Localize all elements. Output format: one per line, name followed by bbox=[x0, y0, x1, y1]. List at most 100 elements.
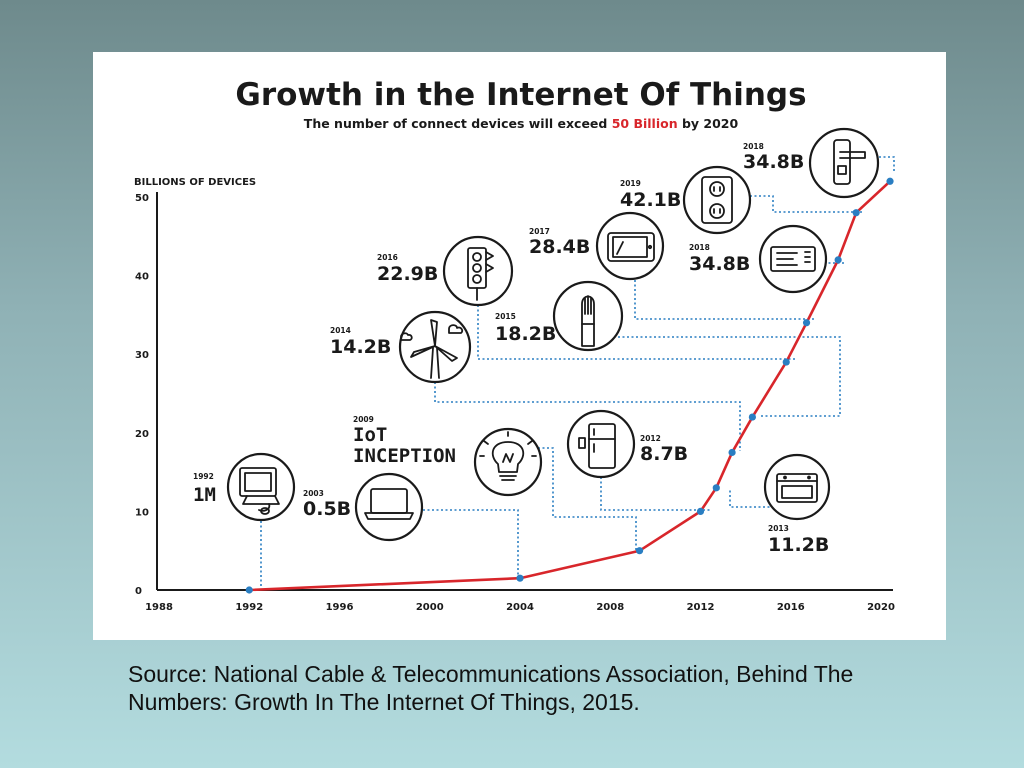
leader-doorhandle bbox=[879, 156, 895, 173]
x-tick-label: 2004 bbox=[506, 602, 534, 613]
x-tick-label: 1996 bbox=[326, 602, 354, 613]
series-group bbox=[245, 177, 894, 594]
x-tick-label: 1988 bbox=[145, 602, 173, 613]
leader-refrigerator bbox=[600, 477, 712, 511]
annotation-2018-door: 2018 34.8B bbox=[743, 127, 880, 199]
tablet-icon bbox=[595, 211, 665, 281]
chart-subtitle: The number of connect devices will excee… bbox=[304, 116, 739, 131]
annotation-value: 0.5B bbox=[303, 498, 351, 520]
annotation-year: 2017 bbox=[529, 227, 550, 236]
annotation-2016: 2016 22.9B bbox=[377, 235, 514, 307]
x-ticks: 1988 1992 1996 2000 2004 2008 2012 2016 2020 bbox=[145, 602, 895, 613]
chart-title: Growth in the Internet Of Things bbox=[235, 77, 806, 113]
annotation-value: IoT bbox=[353, 424, 387, 446]
y-tick-label: 20 bbox=[135, 429, 149, 440]
annotation-year: 2012 bbox=[640, 434, 661, 443]
annotation-2015: 2015 18.2B bbox=[495, 280, 624, 352]
annotation-year: 2014 bbox=[330, 326, 351, 335]
refrigerator-icon-drawing bbox=[578, 423, 616, 469]
computer-icon-drawing bbox=[239, 467, 280, 515]
annotation-value: 1M bbox=[193, 484, 216, 506]
annotation-value: 34.8B bbox=[689, 253, 750, 275]
data-point bbox=[712, 484, 720, 492]
data-point bbox=[782, 358, 790, 366]
leader-lightbulb bbox=[538, 447, 637, 550]
annotation-2014: 2014 14.2B bbox=[330, 310, 472, 384]
annotation-2019: 2019 42.1B bbox=[620, 165, 752, 235]
lightbulb-icon bbox=[473, 427, 543, 497]
y-tick-label: 40 bbox=[135, 272, 149, 283]
annotation-year: 2018 bbox=[689, 243, 710, 252]
data-point bbox=[696, 507, 705, 515]
traffic-light-icon-drawing bbox=[467, 247, 494, 301]
x-tick-label: 2008 bbox=[596, 602, 624, 613]
leader-trafficlight bbox=[477, 305, 796, 360]
annotation-year: 2015 bbox=[495, 312, 516, 321]
data-point bbox=[834, 256, 842, 264]
annotation-2017: 2017 28.4B bbox=[529, 211, 665, 281]
annotation-value: 14.2B bbox=[330, 336, 391, 358]
oven-icon-drawing bbox=[776, 473, 818, 503]
power-outlet-icon-drawing bbox=[701, 176, 733, 224]
data-point bbox=[748, 413, 756, 421]
thermostat-icon-drawing bbox=[770, 246, 816, 272]
data-point bbox=[886, 177, 894, 185]
annotation-year: 2009 bbox=[353, 415, 374, 424]
y-tick-label: 10 bbox=[135, 507, 149, 518]
subtitle-text: The number of connect devices will excee… bbox=[304, 116, 612, 131]
annotation-value: 34.8B bbox=[743, 151, 804, 173]
x-tick-label: 2016 bbox=[777, 602, 805, 613]
annotation-value: 42.1B bbox=[620, 189, 681, 211]
annotation-year: 2018 bbox=[743, 142, 764, 151]
data-point bbox=[728, 448, 736, 457]
annotation-value: 11.2B bbox=[768, 534, 829, 556]
iot-growth-chart: Growth in the Internet Of Things The num… bbox=[134, 77, 895, 613]
source-citation: Source: National Cable & Telecommunicati… bbox=[128, 661, 854, 715]
leader-laptop bbox=[423, 509, 519, 576]
annotation-2003: 2003 0.5B bbox=[303, 472, 424, 542]
subtitle-text-end: by 2020 bbox=[678, 116, 739, 131]
subtitle-highlight: 50 Billion bbox=[612, 116, 678, 131]
annotation-2012: 2012 8.7B bbox=[566, 409, 688, 479]
refrigerator-icon bbox=[566, 409, 636, 479]
annotation-value: 18.2B bbox=[495, 323, 556, 345]
annotation-year: 2003 bbox=[303, 489, 324, 498]
data-point bbox=[245, 586, 253, 594]
y-tick-label: 0 bbox=[135, 586, 142, 597]
annotation-value: 28.4B bbox=[529, 236, 590, 258]
x-tick-label: 2012 bbox=[687, 602, 715, 613]
annotation-year: 1992 bbox=[193, 472, 214, 481]
data-point bbox=[852, 209, 860, 217]
leader-toothbrush bbox=[618, 336, 841, 417]
x-tick-label: 2020 bbox=[867, 602, 895, 613]
leader-turbine bbox=[434, 382, 741, 451]
leader-outlet bbox=[750, 195, 863, 213]
annotation-2013: 2013 11.2B bbox=[763, 453, 831, 556]
y-tick-label: 30 bbox=[135, 350, 149, 361]
oven-icon bbox=[763, 453, 831, 521]
leader-tablet bbox=[634, 262, 815, 320]
y-ticks: 0 10 20 30 40 50 bbox=[135, 193, 149, 597]
lightbulb-icon-drawing bbox=[479, 431, 537, 481]
toothbrush-icon bbox=[552, 280, 624, 352]
annotation-value: 22.9B bbox=[377, 263, 438, 285]
tablet-icon-drawing bbox=[607, 232, 655, 262]
traffic-light-icon bbox=[442, 235, 514, 307]
series-line bbox=[249, 180, 891, 592]
y-tick-label: 50 bbox=[135, 193, 149, 204]
annotation-2018-thermostat: 2018 34.8B bbox=[689, 224, 828, 294]
x-tick-label: 1992 bbox=[235, 602, 263, 613]
door-handle-icon bbox=[808, 127, 880, 199]
x-tick-label: 2000 bbox=[416, 602, 444, 613]
data-point bbox=[635, 547, 644, 555]
leader-lines bbox=[260, 156, 895, 590]
annotation-1992: 1992 1M bbox=[193, 452, 296, 522]
annotation-year: 2016 bbox=[377, 253, 398, 262]
annotation-value: 8.7B bbox=[640, 443, 688, 465]
annotation-value-line2: INCEPTION bbox=[353, 445, 456, 467]
infographic-card: Growth in the Internet Of Things The num… bbox=[93, 52, 946, 640]
laptop-icon-drawing bbox=[364, 488, 414, 520]
data-point bbox=[516, 574, 524, 582]
door-handle-icon-drawing bbox=[833, 139, 866, 185]
y-axis-label: BILLIONS OF DEVICES bbox=[134, 177, 256, 188]
